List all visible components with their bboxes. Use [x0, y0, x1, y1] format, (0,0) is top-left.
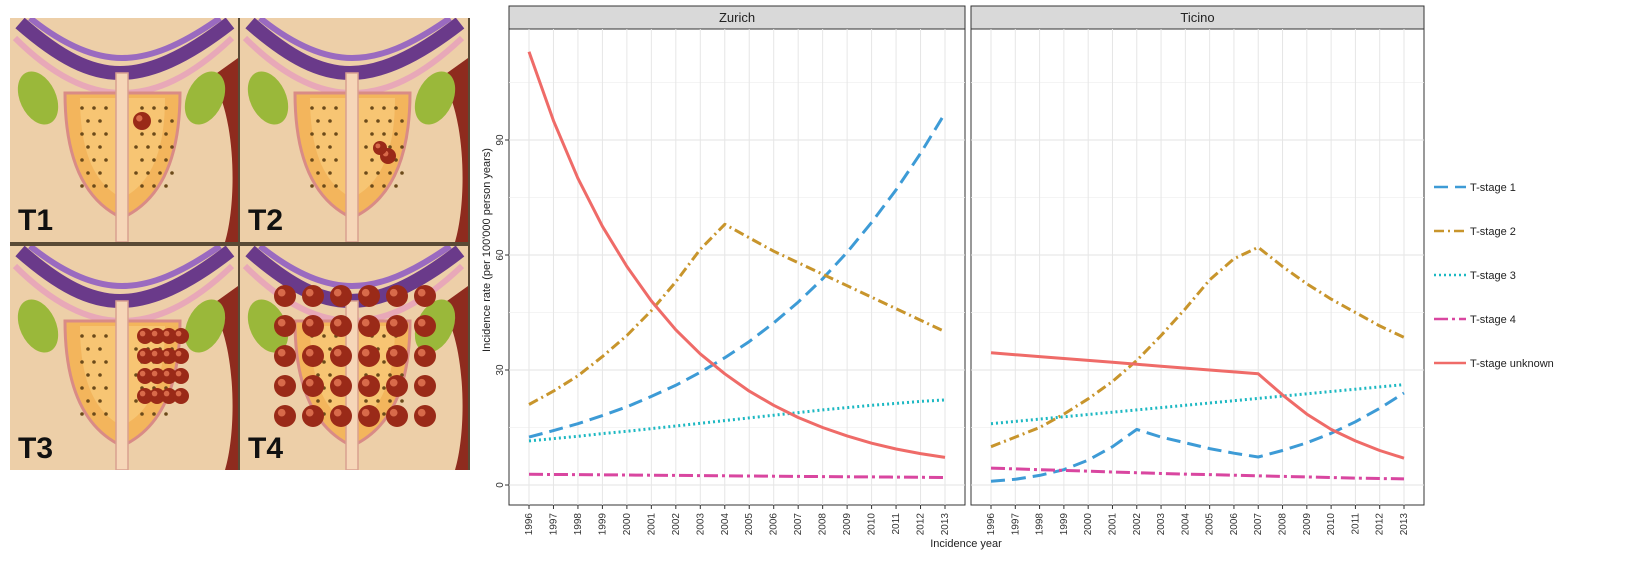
x-tick-label: 2013	[940, 513, 951, 536]
x-tick-label: 2000	[622, 513, 633, 536]
x-tick-label: 2012	[1375, 513, 1386, 536]
series-line-t-stage-3	[990, 383, 1405, 426]
x-tick-label: 2004	[720, 513, 731, 536]
x-tick-label: 2006	[1229, 513, 1240, 536]
legend-item: T-stage 1	[1434, 182, 1516, 194]
legend-label: T-stage unknown	[1470, 358, 1554, 370]
x-tick-label: 1998	[573, 513, 584, 536]
x-tick-label: 2003	[1156, 513, 1167, 536]
x-tick-label: 2002	[1132, 513, 1143, 536]
x-tick-label: 2009	[842, 513, 853, 536]
tstage-illustration: T1 T2 T3 T4	[10, 18, 470, 470]
legend-label: T-stage 2	[1470, 226, 1516, 238]
series-line-t-stage-unknown	[990, 351, 1405, 460]
tstage-panel-t1: T1	[10, 18, 238, 242]
tstage-panel-label: T4	[248, 432, 283, 465]
series-line-t-stage-unknown	[527, 51, 946, 459]
x-tick-label: 1997	[1010, 513, 1021, 536]
x-tick-label: 2011	[891, 513, 902, 535]
x-tick-label: 2004	[1180, 513, 1191, 536]
x-tick-label: 2005	[1205, 513, 1216, 536]
tstage-panel-label: T1	[18, 204, 53, 237]
x-tick-label: 1996	[986, 513, 997, 536]
x-tick-label: 2005	[744, 513, 755, 536]
x-tick-label: 1999	[597, 513, 608, 536]
legend-label: T-stage 4	[1470, 314, 1516, 326]
x-tick-label: 2008	[818, 513, 829, 536]
tstage-panel-t3: T3	[10, 246, 238, 470]
y-tick-label: 90	[495, 134, 506, 146]
x-tick-label: 2008	[1278, 513, 1289, 536]
x-tick-label: 2007	[1253, 513, 1264, 536]
legend-item: T-stage unknown	[1434, 358, 1554, 370]
x-tick-label: 1997	[548, 513, 559, 536]
x-tick-label: 2011	[1350, 513, 1361, 535]
series-line-t-stage-4	[528, 472, 946, 479]
x-tick-label: 2006	[769, 513, 780, 536]
x-tick-label: 1996	[524, 513, 535, 536]
x-tick-label: 2002	[671, 513, 682, 536]
facet-panel-ticino: Ticino 1996 1997 1998 1999 2000 2001 2002 2003 20…	[970, 5, 1425, 536]
series-line-t-stage-4	[990, 466, 1405, 481]
facet-title: Ticino	[1180, 10, 1214, 25]
x-tick-label: 2013	[1399, 513, 1410, 536]
facet-panel-zurich: Zurich 1996 1997 1998 1999 2000 2001 2002 2003 20…	[495, 5, 966, 536]
series-line-t-stage-1	[528, 112, 947, 439]
series-line-t-stage-2	[528, 222, 946, 406]
legend-label: T-stage 1	[1470, 182, 1516, 194]
x-tick-label: 2009	[1302, 513, 1313, 536]
x-tick-label: 2001	[646, 513, 657, 536]
tstage-panel-t2: T2	[240, 18, 468, 242]
series-line-t-stage-2	[990, 245, 1405, 449]
y-tick-label: 60	[495, 249, 506, 261]
legend-item: T-stage 2	[1434, 226, 1516, 238]
y-tick-label: 0	[495, 482, 506, 488]
x-tick-label: 2003	[695, 513, 706, 536]
x-tick-label: 2012	[916, 513, 927, 536]
legend-label: T-stage 3	[1470, 270, 1516, 282]
tstage-panel-label: T2	[248, 204, 283, 237]
legend-item: T-stage 4	[1434, 314, 1516, 326]
x-axis-title: Incidence year	[930, 538, 1002, 550]
legend-item: T-stage 3	[1434, 270, 1516, 282]
x-tick-label: 2000	[1083, 513, 1094, 536]
x-tick-label: 2001	[1107, 513, 1118, 536]
facet-title: Zurich	[719, 10, 755, 25]
x-tick-label: 2007	[793, 513, 804, 536]
x-tick-label: 1998	[1035, 513, 1046, 536]
tstage-panel-label: T3	[18, 432, 53, 465]
x-tick-label: 2010	[867, 513, 878, 536]
x-tick-label: 2010	[1326, 513, 1337, 536]
y-axis-title: Incidence rate (per 100'000 person years…	[481, 148, 493, 352]
tstage-panel-t4: T4	[240, 246, 468, 470]
x-tick-label: 1999	[1059, 513, 1070, 536]
y-tick-label: 30	[495, 364, 506, 376]
legend: T-stage 1 T-stage 2 T-stage 3 T-stage 4 T-st…	[1434, 182, 1554, 370]
